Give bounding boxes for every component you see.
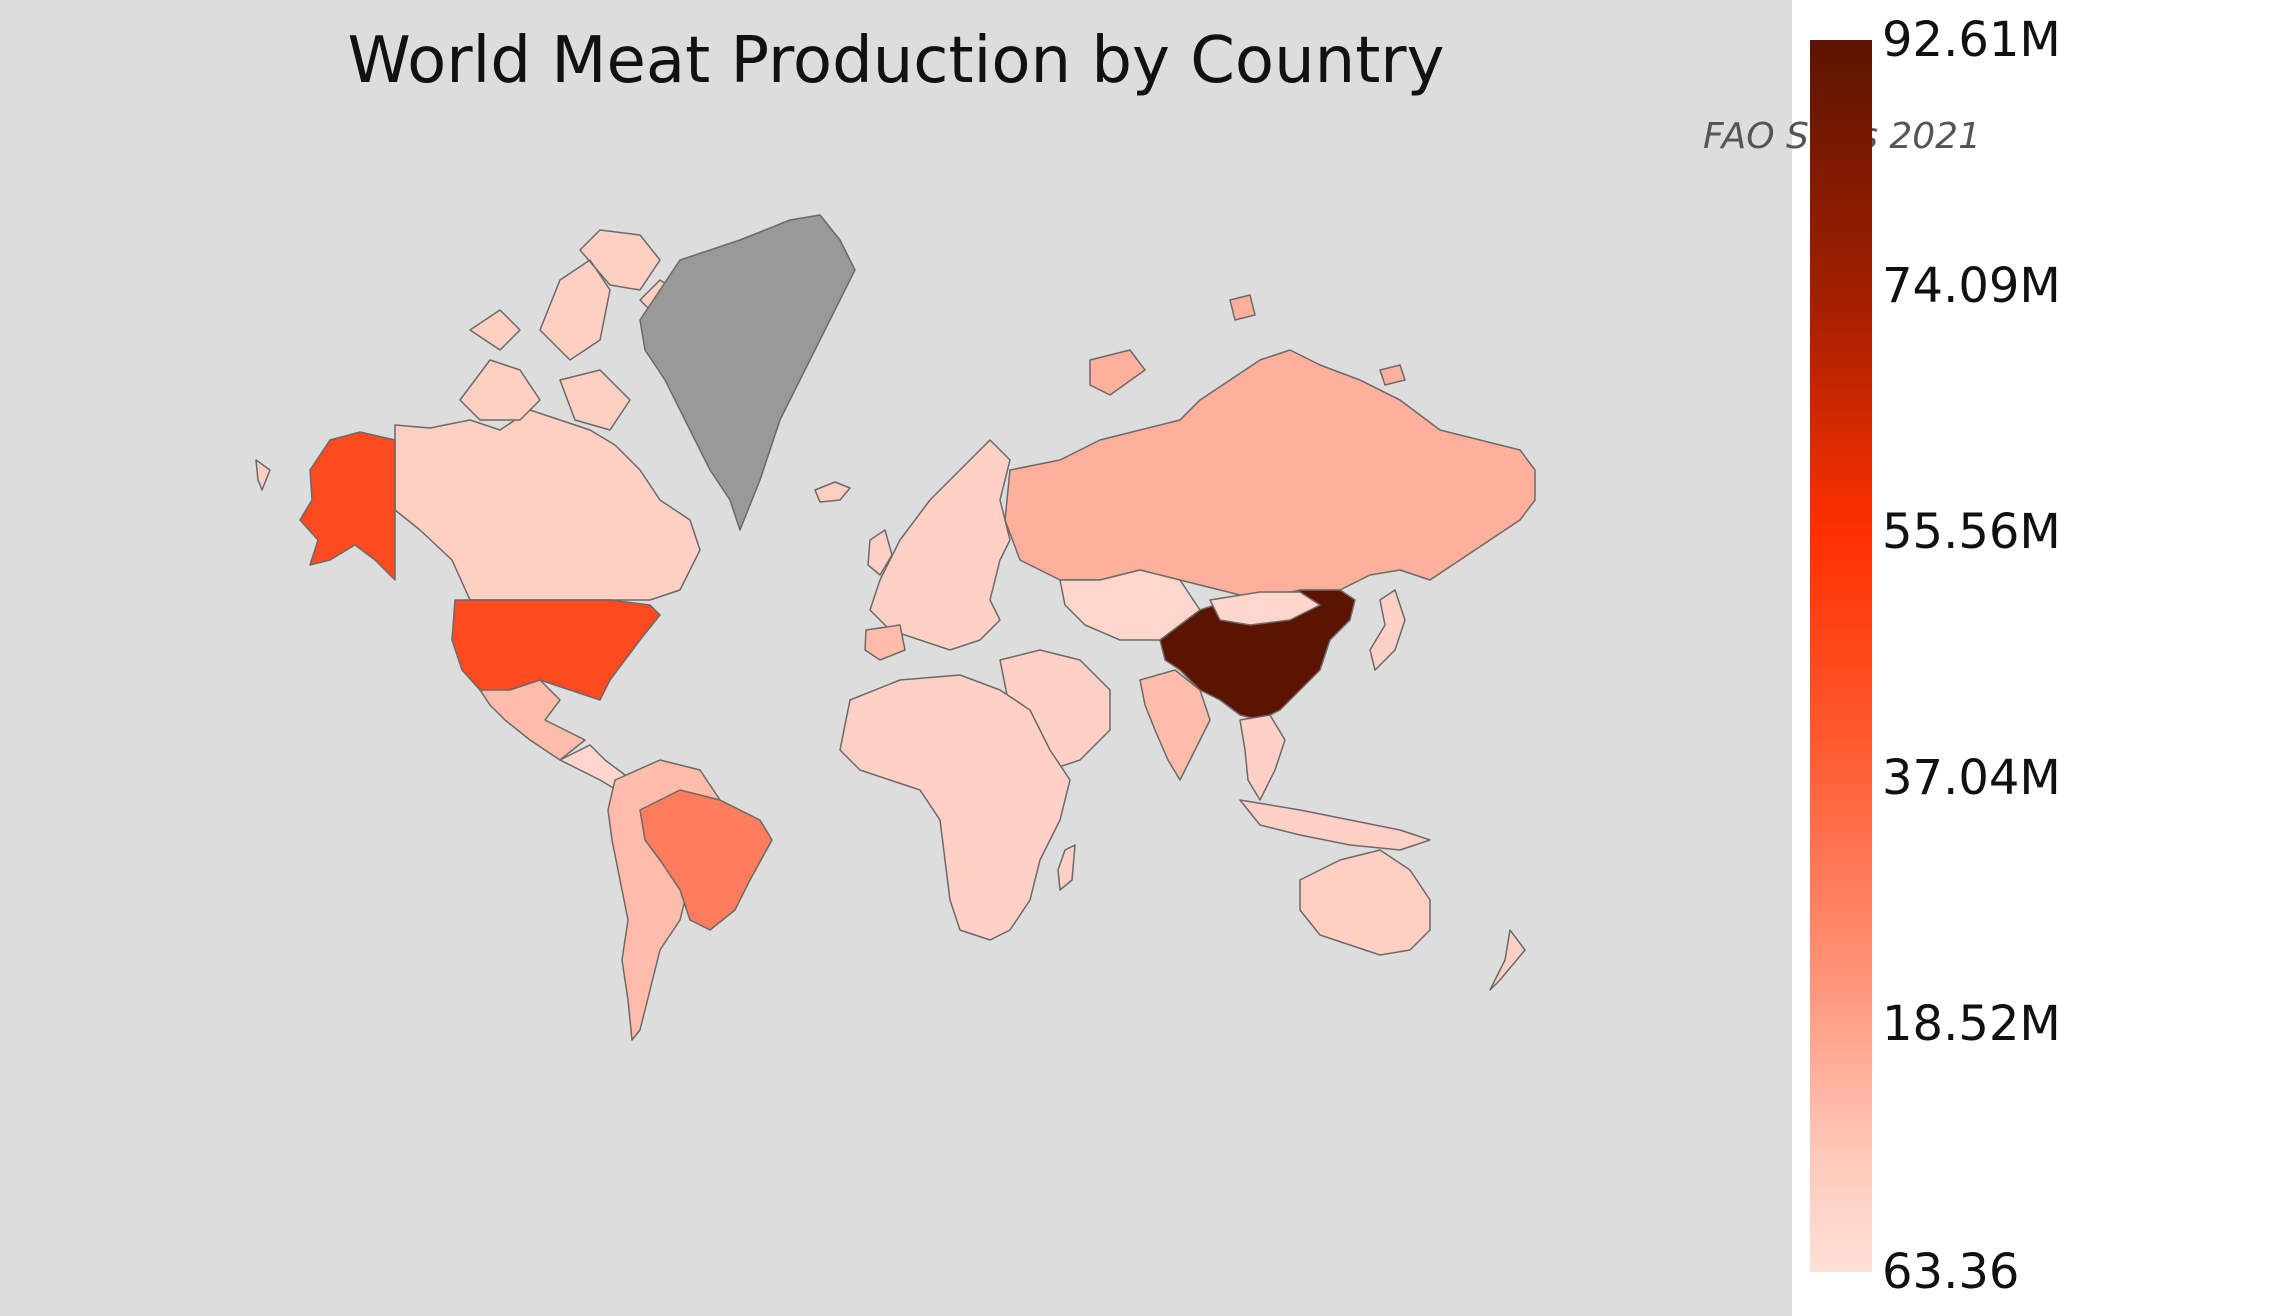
region-europe xyxy=(869,439,1011,651)
region-greenland xyxy=(639,214,856,531)
region-canada-islands xyxy=(459,229,691,431)
region-mongolia xyxy=(1209,591,1321,626)
region-alaska-west xyxy=(255,459,271,491)
colorbar-tick-label: 74.09M xyxy=(1882,258,2061,314)
region-southeast-asia xyxy=(1239,714,1286,801)
region-australia xyxy=(1299,849,1431,956)
colorbar-tick-label: 63.36 xyxy=(1882,1244,2020,1300)
chart-title: World Meat Production by Country xyxy=(347,24,1445,98)
colorbar-tick-label: 55.56M xyxy=(1882,504,2061,560)
region-new-zealand xyxy=(1489,929,1526,991)
region-usa xyxy=(451,599,661,706)
region-africa xyxy=(839,674,1071,941)
region-india xyxy=(1139,669,1211,781)
region-russia xyxy=(1004,349,1536,601)
region-indonesia xyxy=(1239,799,1431,851)
region-canada xyxy=(394,409,701,601)
region-brazil xyxy=(639,789,773,931)
colorbar-tick-label: 37.04M xyxy=(1882,750,2061,806)
region-japan xyxy=(1369,589,1406,671)
colorbar-tick-label: 92.61M xyxy=(1882,12,2061,68)
region-russia-islands xyxy=(1089,294,1406,396)
region-uk xyxy=(867,529,893,576)
colorbar xyxy=(1810,40,1872,1272)
region-madagascar xyxy=(1057,844,1076,891)
region-iceland xyxy=(814,481,851,503)
colorbar-tick-label: 18.52M xyxy=(1882,996,2061,1052)
world-map xyxy=(255,214,1536,1041)
map-panel xyxy=(0,0,1792,1316)
region-mexico xyxy=(479,679,586,761)
region-spain xyxy=(864,624,906,661)
region-alaska xyxy=(299,431,396,581)
